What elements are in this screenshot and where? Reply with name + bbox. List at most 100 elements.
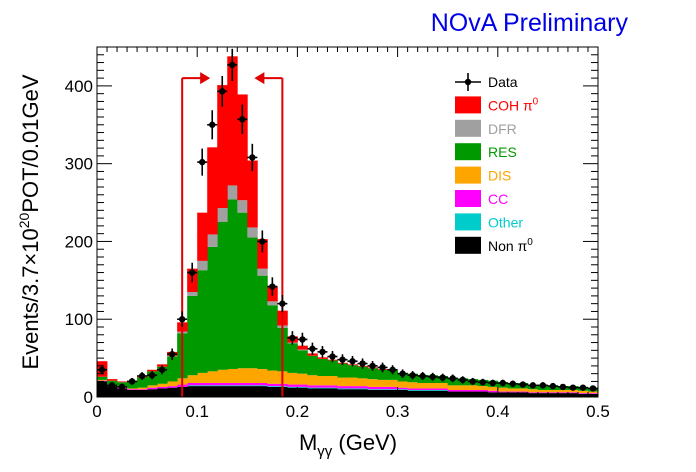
bar-dis-11	[207, 371, 218, 383]
x-tick-label-5: 0.5	[586, 402, 610, 421]
bar-dis-3	[127, 388, 138, 390]
bar-dis-33	[427, 383, 439, 389]
bar-non-0-48	[577, 393, 589, 397]
bar-non-0-2	[117, 388, 128, 397]
bar-non-0-23	[327, 388, 338, 397]
bar-other-9	[187, 385, 198, 387]
bar-dis-23	[327, 376, 338, 386]
y-axis-label-pre: Events/3.7×10	[18, 228, 43, 369]
data-point-28	[377, 362, 388, 373]
svg-text:Non π0: Non π0	[488, 237, 533, 254]
bar-dis-35	[447, 385, 459, 390]
bar-other-31	[407, 390, 419, 391]
bar-non-0-29	[387, 390, 398, 397]
bar-dis-48	[577, 390, 589, 394]
bar-coh-0-14	[237, 94, 248, 201]
bar-res-16	[257, 275, 268, 369]
bar-cc-25	[347, 386, 358, 389]
bar-non-0-20	[297, 387, 308, 397]
y-axis-label: Events/3.7×1020POT/0.01GeV	[16, 74, 43, 369]
bar-dis-47	[567, 390, 579, 393]
bar-cc-46	[557, 392, 569, 394]
bar-cc-21	[307, 385, 318, 388]
bar-non-0-39	[487, 392, 499, 397]
bar-other-24	[337, 388, 348, 390]
bar-cc-34	[437, 388, 449, 390]
bar-cc-37	[467, 390, 479, 392]
bar-cc-15	[247, 383, 258, 386]
bar-dfr-17	[267, 301, 278, 306]
data-point-33	[427, 372, 438, 381]
bar-cc-47	[567, 392, 579, 394]
x-axis-label-subscript: γγ	[317, 443, 333, 460]
bar-dis-40	[497, 387, 509, 392]
bar-non-0-44	[537, 393, 549, 397]
bar-other-17	[267, 386, 278, 387]
bar-res-26	[357, 366, 368, 379]
bar-dfr-12	[217, 208, 228, 222]
bar-res-12	[217, 222, 228, 370]
bar-dfr-15	[247, 227, 258, 238]
bar-cc-30	[397, 387, 409, 390]
bar-res-24	[337, 363, 348, 378]
legend-entry-dis: DIS	[455, 166, 511, 184]
bar-non-0-24	[337, 389, 348, 397]
data-point-21	[307, 342, 318, 355]
bar-res-14	[237, 212, 248, 369]
bar-cc-36	[457, 390, 469, 392]
bar-non-0-19	[287, 387, 298, 397]
bar-res-13	[227, 199, 238, 369]
data-point-35	[447, 374, 458, 383]
bar-non-0-36	[457, 391, 469, 397]
bar-res-27	[367, 368, 378, 380]
bar-other-20	[297, 386, 308, 388]
svg-text:CC: CC	[488, 191, 508, 207]
bar-dis-26	[357, 378, 368, 387]
bar-res-7	[167, 356, 178, 382]
data-point-19	[287, 331, 298, 345]
bar-dis-38	[477, 386, 489, 390]
bar-dis-20	[297, 373, 308, 385]
bar-cc-3	[127, 389, 138, 390]
bar-cc-13	[227, 383, 238, 386]
legend: Data COH π0 DFR RES DIS CC Other Non π0	[455, 73, 539, 254]
bar-dis-15	[247, 368, 258, 383]
bar-res-22	[317, 358, 328, 376]
bar-non-0-35	[447, 391, 459, 397]
y-axis-label-sup: 20	[16, 212, 32, 228]
data-point-30	[397, 369, 408, 378]
bar-dis-16	[257, 369, 268, 383]
bar-dis-42	[517, 388, 529, 392]
bar-dfr-14	[237, 200, 248, 213]
svg-text:RES: RES	[488, 144, 517, 160]
bar-non-0-26	[357, 389, 368, 397]
bar-cc-14	[237, 383, 248, 386]
bar-dis-27	[367, 379, 378, 387]
data-point-17	[267, 277, 278, 296]
bar-cc-4	[137, 389, 148, 390]
x-tick-label-0: 0	[92, 402, 101, 421]
y-tick-label-1: 100	[65, 310, 93, 329]
data-point-24	[337, 354, 348, 366]
legend-entry-res: RES	[455, 143, 517, 161]
bar-non-0-28	[377, 390, 388, 397]
data-point-14	[237, 104, 248, 135]
bar-cc-7	[167, 386, 178, 388]
bar-non-0-4	[137, 390, 148, 397]
bar-dfr-11	[207, 234, 218, 247]
legend-entry-non-0: Non π0	[455, 236, 533, 254]
bar-dis-13	[227, 369, 238, 383]
bar-cc-32	[417, 388, 429, 390]
bar-coh-0-1	[107, 379, 118, 381]
y-tick-label-0: 0	[84, 388, 93, 407]
x-axis-label-base: M	[299, 430, 317, 455]
bar-dis-30	[397, 381, 409, 388]
svg-text:DIS: DIS	[488, 168, 511, 184]
bar-non-0-43	[527, 393, 539, 397]
bar-other-29	[387, 389, 398, 390]
data-point-46	[557, 383, 568, 391]
bar-non-0-34	[437, 390, 449, 397]
bar-other-15	[247, 385, 258, 387]
bar-non-0-38	[477, 391, 489, 397]
